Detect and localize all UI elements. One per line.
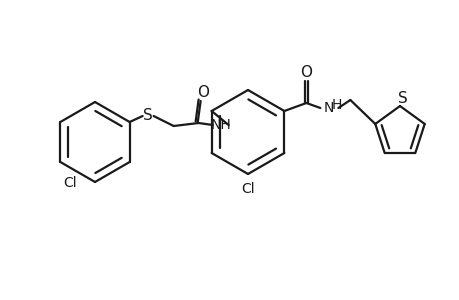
Text: O: O [300, 64, 312, 80]
Text: S: S [397, 91, 407, 106]
Text: N: N [323, 101, 333, 115]
Text: H: H [330, 98, 341, 112]
Text: NH: NH [210, 118, 230, 132]
Text: S: S [142, 107, 152, 122]
Text: Cl: Cl [63, 176, 77, 190]
Text: Cl: Cl [241, 182, 254, 196]
Text: O: O [196, 85, 208, 100]
